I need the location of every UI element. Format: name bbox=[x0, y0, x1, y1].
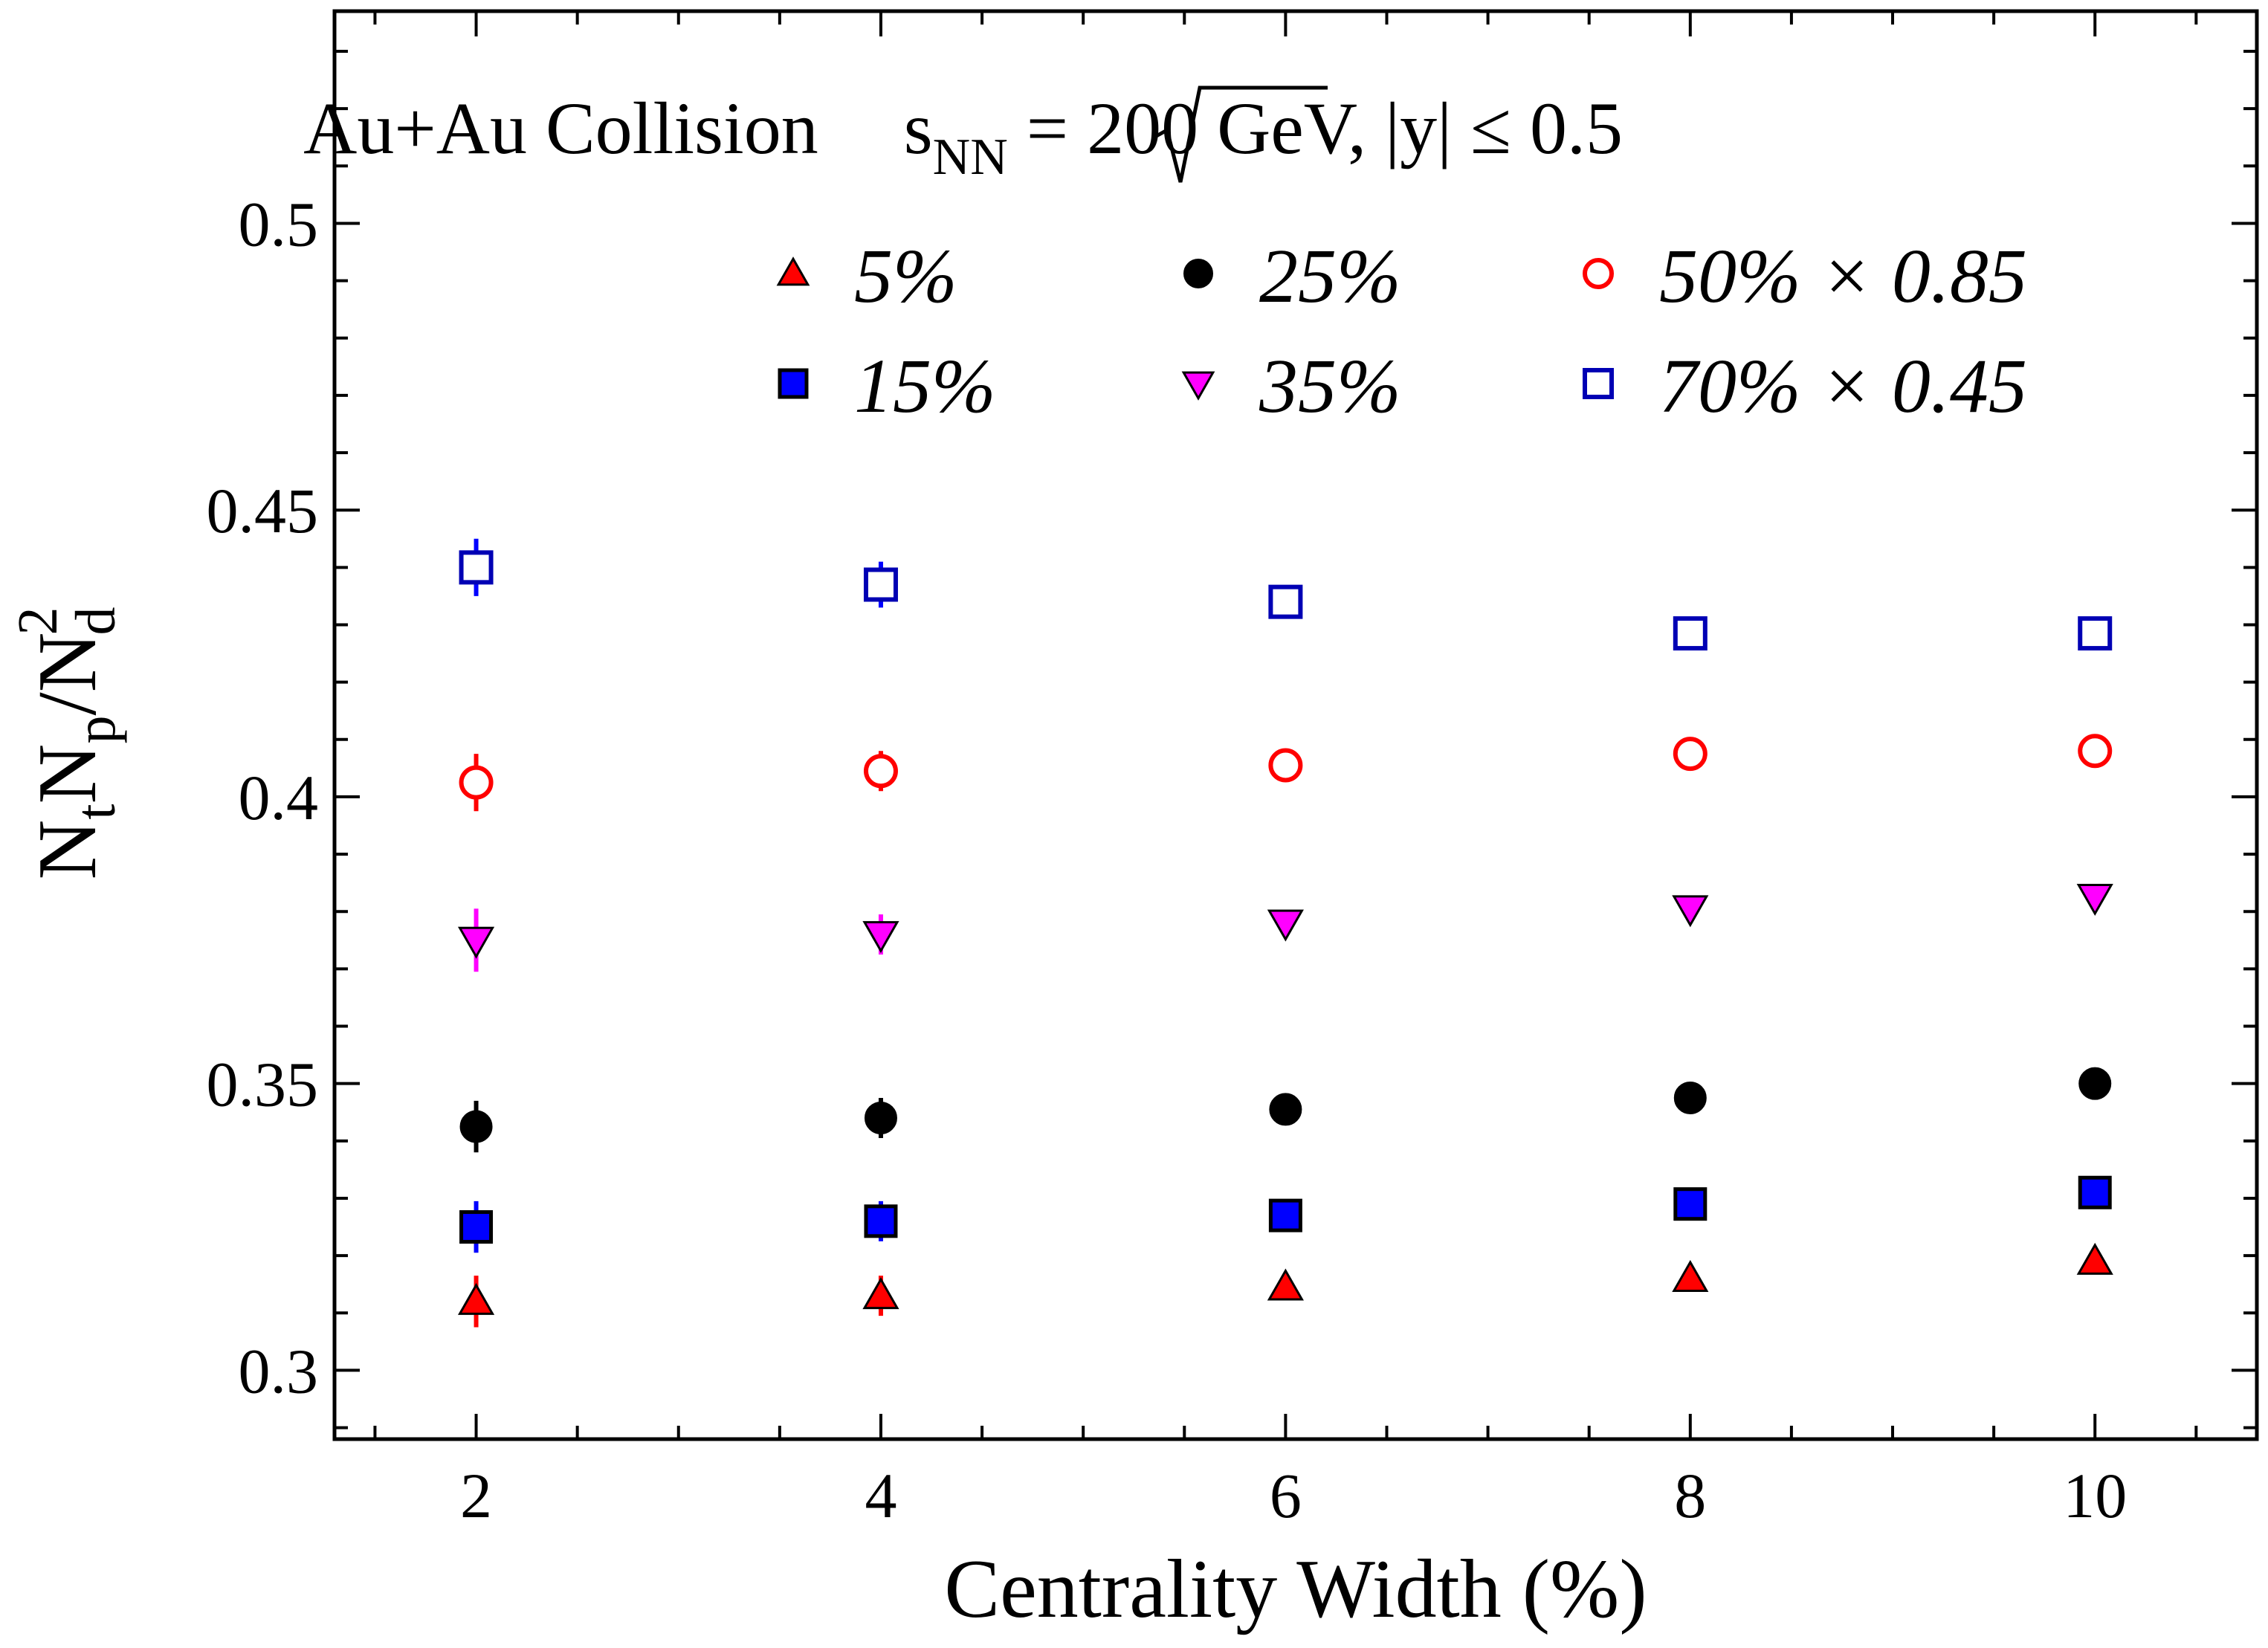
data-point bbox=[1672, 895, 1709, 928]
data-point bbox=[2078, 1067, 2112, 1100]
data-point bbox=[2076, 883, 2113, 916]
data-point bbox=[459, 1110, 493, 1143]
legend: 5% 15% 25% 35% 50% × 0.85 70% × 0.45 bbox=[776, 233, 2027, 429]
data-markers bbox=[457, 538, 2113, 1328]
chart-title: Au+Au Collision sNN = 200 GeV, |y| ≤ 0.5 bbox=[303, 87, 1623, 186]
data-point bbox=[459, 1210, 494, 1244]
data-point bbox=[862, 921, 899, 954]
chart-title-suffix: = 200 GeV, |y| ≤ 0.5 bbox=[1008, 87, 1623, 169]
chart-title-prefix: Au+Au Collision bbox=[303, 87, 837, 169]
legend-marker bbox=[778, 368, 809, 399]
data-point bbox=[1267, 909, 1304, 942]
data-point bbox=[862, 1277, 899, 1310]
y-tick-label: 0.35 bbox=[207, 1049, 319, 1120]
data-point bbox=[863, 754, 898, 789]
data-point bbox=[1673, 737, 1708, 772]
sqrt-subscript: NN bbox=[933, 129, 1008, 186]
legend-label: 15% bbox=[854, 343, 996, 429]
sqrt-radicand: s bbox=[904, 87, 933, 169]
data-point bbox=[863, 567, 898, 602]
y-tick-label: 0.3 bbox=[239, 1335, 319, 1406]
series-2 bbox=[459, 1067, 2112, 1153]
data-point bbox=[1673, 616, 1708, 651]
x-tick-label: 10 bbox=[2063, 1460, 2127, 1531]
legend-marker bbox=[1181, 371, 1215, 401]
y-tick-label: 0.5 bbox=[239, 188, 319, 259]
data-point bbox=[1268, 584, 1303, 619]
legend-marker bbox=[1183, 259, 1213, 288]
x-tick-label: 4 bbox=[865, 1460, 896, 1531]
legend-marker bbox=[1583, 258, 1614, 289]
series-0 bbox=[457, 1242, 2113, 1328]
legend-label: 50% × 0.85 bbox=[1659, 233, 2027, 319]
data-point bbox=[1267, 1268, 1304, 1301]
legend-label: 25% bbox=[1259, 233, 1401, 319]
y-tick-label: 0.45 bbox=[207, 475, 319, 546]
data-point bbox=[459, 765, 494, 800]
legend-marker bbox=[1583, 368, 1614, 399]
legend-marker bbox=[776, 256, 810, 286]
x-tick-label: 8 bbox=[1674, 1460, 1706, 1531]
y-axis-label: NtNp/N2d bbox=[7, 607, 127, 880]
tick-labels: 2 4 6 8 10 0.3 0.35 0.4 0.45 0.5 bbox=[207, 188, 2128, 1531]
data-point bbox=[457, 1282, 495, 1315]
data-point bbox=[2078, 734, 2113, 769]
data-point bbox=[457, 926, 495, 959]
data-point bbox=[864, 1204, 898, 1238]
plot-frame bbox=[332, 9, 2259, 1441]
data-point bbox=[1269, 1093, 1302, 1126]
legend-label: 35% bbox=[1259, 343, 1401, 429]
data-point bbox=[2076, 1242, 2113, 1275]
series-3 bbox=[457, 883, 2113, 972]
data-point bbox=[1268, 1198, 1302, 1232]
data-point bbox=[459, 550, 494, 585]
data-point bbox=[2078, 616, 2113, 651]
y-tick-label: 0.4 bbox=[239, 762, 319, 833]
series-1 bbox=[459, 1175, 2112, 1253]
x-tick-label: 6 bbox=[1270, 1460, 1302, 1531]
legend-label: 5% bbox=[854, 233, 957, 319]
legend-label: 70% × 0.45 bbox=[1659, 343, 2027, 429]
sqrt-symbol bbox=[1152, 85, 1328, 183]
data-point bbox=[1672, 1259, 1709, 1292]
data-point bbox=[864, 1101, 897, 1134]
data-point bbox=[1673, 1187, 1708, 1221]
x-axis-label: Centrality Width (%) bbox=[944, 1543, 1647, 1635]
x-tick-label: 2 bbox=[460, 1460, 492, 1531]
data-point bbox=[1673, 1081, 1707, 1114]
data-point bbox=[1268, 748, 1303, 783]
series-5 bbox=[459, 538, 2113, 651]
axis-ticks bbox=[335, 11, 2257, 1439]
series-4 bbox=[459, 734, 2113, 812]
data-point bbox=[2078, 1175, 2112, 1209]
